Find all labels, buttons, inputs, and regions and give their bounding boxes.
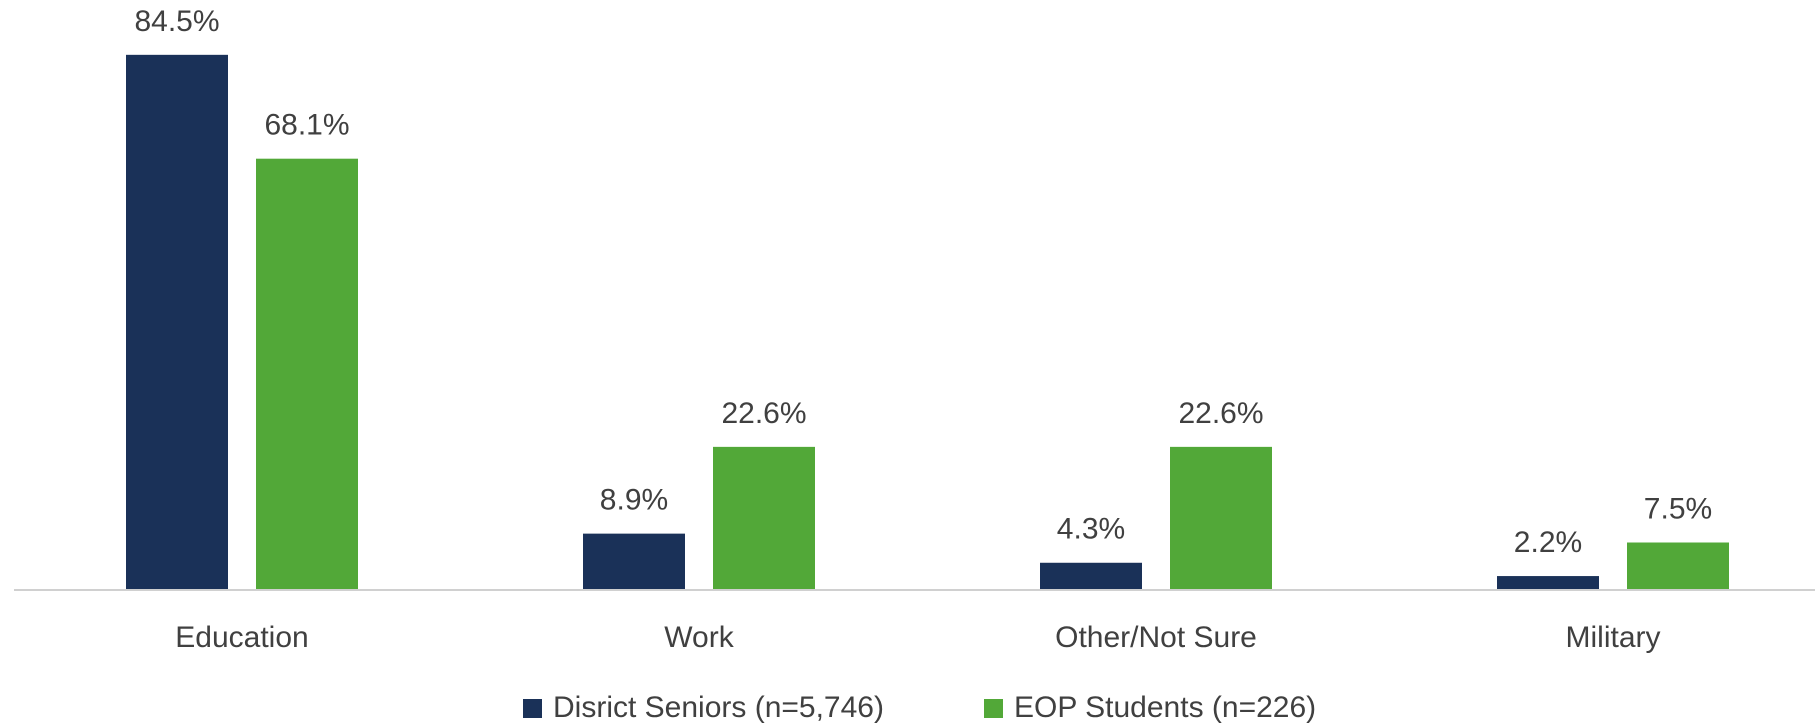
- legend-swatch: [984, 699, 1003, 718]
- data-label: 22.6%: [721, 397, 806, 430]
- bar: [1170, 446, 1272, 590]
- data-label: 8.9%: [600, 484, 668, 517]
- x-tick-label: Work: [664, 621, 734, 654]
- bar: [1040, 562, 1142, 590]
- data-label: 7.5%: [1644, 492, 1712, 525]
- bar: [256, 158, 358, 590]
- bar: [713, 446, 815, 590]
- data-label: 84.5%: [134, 5, 219, 38]
- x-tick-label: Other/Not Sure: [1055, 621, 1257, 654]
- legend-label: Disrict Seniors (n=5,746): [553, 691, 884, 724]
- bar: [126, 54, 228, 591]
- bar: [1497, 576, 1599, 590]
- data-label: 68.1%: [264, 109, 349, 142]
- data-label: 22.6%: [1178, 397, 1263, 430]
- legend-swatch: [523, 699, 542, 718]
- x-tick-label: Education: [175, 621, 308, 654]
- bar: [1627, 542, 1729, 590]
- data-label: 4.3%: [1057, 513, 1125, 546]
- x-tick-label: Military: [1566, 621, 1661, 654]
- data-label: 2.2%: [1514, 526, 1582, 559]
- bar: [583, 533, 685, 590]
- legend-label: EOP Students (n=226): [1014, 691, 1316, 724]
